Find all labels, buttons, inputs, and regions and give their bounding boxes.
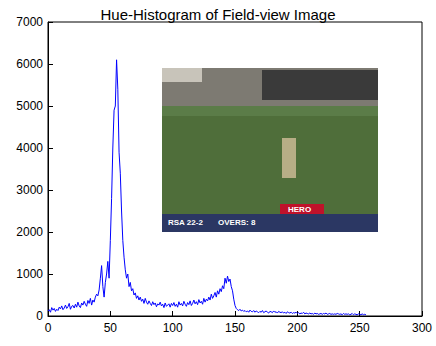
svg-text:4000: 4000: [16, 141, 43, 155]
svg-text:2000: 2000: [16, 225, 43, 239]
svg-text:0: 0: [36, 309, 43, 323]
svg-text:5000: 5000: [16, 99, 43, 113]
svg-text:Hue-Histogram of Field-view Im: Hue-Histogram of Field-view Image: [100, 6, 335, 23]
svg-text:300: 300: [412, 321, 432, 335]
svg-text:150: 150: [225, 321, 245, 335]
svg-text:RSA 22-2: RSA 22-2: [168, 218, 203, 227]
svg-text:100: 100: [163, 321, 183, 335]
svg-text:200: 200: [287, 321, 307, 335]
svg-text:6000: 6000: [16, 57, 43, 71]
svg-text:250: 250: [350, 321, 370, 335]
svg-text:1000: 1000: [16, 267, 43, 281]
svg-text:OVERS: 8: OVERS: 8: [218, 218, 256, 227]
svg-text:HERO: HERO: [288, 205, 311, 214]
svg-text:7000: 7000: [16, 15, 43, 29]
svg-text:0: 0: [45, 321, 52, 335]
svg-text:50: 50: [104, 321, 118, 335]
svg-text:3000: 3000: [16, 183, 43, 197]
